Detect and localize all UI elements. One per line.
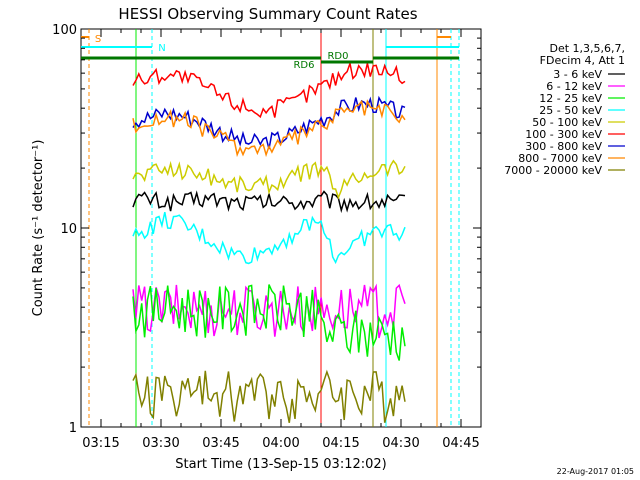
legend: Det 1,3,5,6,7, FDecim 4, Att 1 3 - 6 keV…: [504, 42, 625, 177]
x-axis: 03:15 03:30 03:45 04:00 04:15 04:30 04:45: [80, 29, 482, 451]
x-tick-label: 03:45: [202, 436, 239, 451]
series-line-6: [132, 60, 406, 119]
series-line-9: [132, 369, 406, 423]
y-tick-label: 1: [69, 421, 77, 436]
legend-label-3: 12 - 25 keV: [539, 92, 602, 105]
series-line-8: [132, 99, 406, 158]
series-line-1: [132, 190, 406, 214]
y-tick-label: 10: [60, 222, 77, 237]
x-tick-label: 04:00: [262, 436, 299, 451]
legend-label-1: 3 - 6 keV: [553, 68, 602, 81]
legend-label-4: 25 - 50 keV: [539, 104, 602, 117]
series-layer: [132, 60, 406, 423]
legend-label-7: 300 - 800 keV: [525, 140, 602, 153]
legend-label-9: 7000 - 20000 keV: [504, 164, 602, 177]
mode-lines: [88, 29, 460, 427]
bar-label-s: S: [95, 34, 101, 45]
x-axis-label: Start Time (13-Sep-15 03:12:02): [175, 457, 386, 472]
legend-label-8: 800 - 7000 keV: [518, 152, 602, 165]
x-tick-label: 04:15: [322, 436, 359, 451]
x-tick-label: 03:30: [142, 436, 179, 451]
bar-label-rd6: RD6: [293, 60, 314, 71]
series-line-4: [132, 211, 406, 265]
bar-label-n: N: [158, 43, 165, 54]
legend-label-5: 50 - 100 keV: [532, 116, 602, 129]
legend-header-1: Det 1,3,5,6,7,: [549, 42, 625, 55]
legend-label-6: 100 - 300 keV: [525, 128, 602, 141]
legend-label-2: 6 - 12 keV: [546, 80, 602, 93]
plot-frame: [80, 28, 482, 428]
x-tick-label: 03:15: [82, 436, 119, 451]
y-axis-label: Count Rate (s⁻¹ detector⁻¹): [31, 140, 46, 317]
series-line-2: [132, 283, 406, 339]
y-tick-label: 100: [52, 23, 77, 38]
series-line-7: [132, 95, 406, 150]
x-tick-label: 04:30: [382, 436, 419, 451]
bar-label-rd0: RD0: [327, 51, 348, 62]
series-line-5: [132, 159, 406, 200]
series-line-3: [132, 284, 406, 361]
y-axis: 1 10 100: [52, 23, 481, 436]
footer-date: 22-Aug-2017 01:05: [557, 467, 634, 476]
chart-title: HESSI Observing Summary Count Rates: [118, 5, 417, 23]
legend-header-2: FDecim 4, Att 1: [540, 54, 625, 67]
x-tick-label: 04:45: [442, 436, 479, 451]
attenuator-bars: S N RD6 RD0: [81, 34, 459, 71]
